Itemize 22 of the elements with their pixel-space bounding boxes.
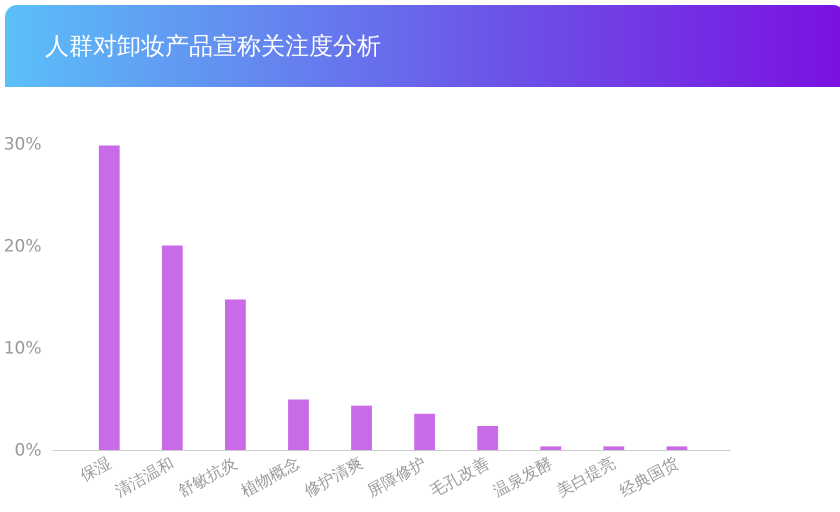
y-tick-label: 20% xyxy=(4,236,42,256)
bar xyxy=(288,400,309,450)
x-tick-label: 舒敏抗炎 xyxy=(174,453,240,501)
bar xyxy=(351,406,372,450)
x-tick-label: 毛孔改善 xyxy=(426,453,492,501)
x-tick-label: 屏障修护 xyxy=(364,453,430,501)
y-tick-label: 30% xyxy=(4,134,42,154)
x-tick-label: 温泉发酵 xyxy=(490,453,556,501)
x-tick-label: 保湿 xyxy=(76,453,114,486)
bar xyxy=(414,414,436,450)
bar xyxy=(224,300,246,450)
chart-title: 人群对卸妆产品宣称关注度分析 xyxy=(45,31,381,62)
bar xyxy=(162,245,183,450)
x-tick-label: 修护清爽 xyxy=(300,453,366,501)
bar xyxy=(477,426,498,450)
x-tick-label: 清洁温和 xyxy=(112,453,177,501)
y-tick-label: 0% xyxy=(14,440,42,460)
x-tick-label: 经典国货 xyxy=(616,453,682,501)
y-tick-label: 10% xyxy=(4,338,42,358)
x-tick-label: 植物概念 xyxy=(238,453,304,501)
x-tick-label: 美白提亮 xyxy=(553,453,618,501)
bar xyxy=(98,146,120,450)
